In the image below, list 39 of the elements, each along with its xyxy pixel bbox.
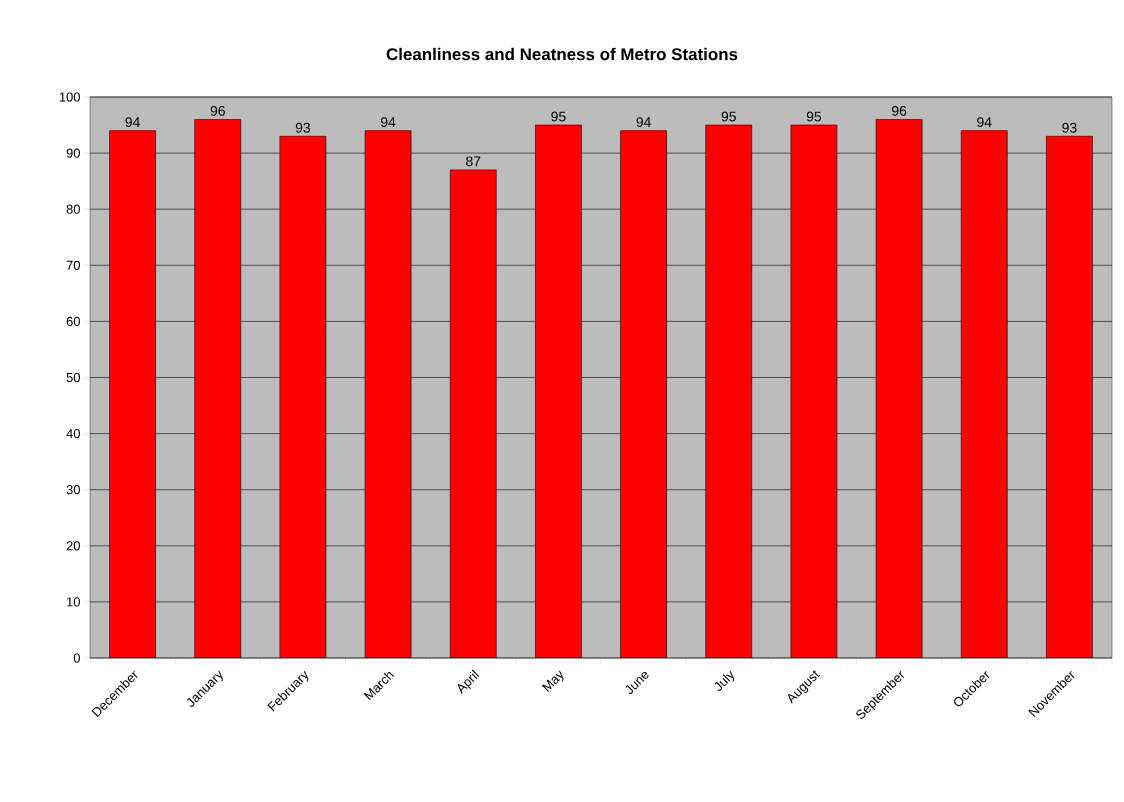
data-label: 96 xyxy=(891,105,907,116)
x-tick-label: July xyxy=(714,670,735,691)
bar xyxy=(875,119,923,658)
data-label: 93 xyxy=(295,122,311,133)
y-tick-label: 70 xyxy=(66,260,80,270)
bar xyxy=(705,124,753,658)
data-label: 95 xyxy=(721,111,736,122)
bar xyxy=(1046,135,1093,658)
data-label: 94 xyxy=(125,117,140,128)
data-label: 87 xyxy=(466,156,481,167)
y-tick-label: 50 xyxy=(66,372,80,383)
y-tick-label: 20 xyxy=(66,541,80,551)
bar xyxy=(620,130,667,658)
bar xyxy=(960,130,1008,658)
data-label: 95 xyxy=(806,111,822,122)
y-tick-label: 0 xyxy=(73,653,80,663)
y-tick-label: 40 xyxy=(66,429,80,439)
chart-title: Cleanliness and Neatness of Metro Stations xyxy=(386,47,738,61)
x-tick-label: May xyxy=(541,670,564,692)
y-tick-label: 60 xyxy=(66,316,80,326)
bar xyxy=(449,169,497,658)
bar xyxy=(109,130,156,658)
bar xyxy=(194,119,242,658)
bar xyxy=(790,124,838,658)
bar xyxy=(279,135,327,658)
y-tick-label: 30 xyxy=(66,485,80,495)
data-label: 96 xyxy=(210,105,225,116)
data-label: 94 xyxy=(380,117,396,128)
bar xyxy=(535,124,582,658)
y-tick-label: 80 xyxy=(66,204,80,214)
data-label: 93 xyxy=(1062,122,1077,133)
y-tick-label: 90 xyxy=(66,148,80,158)
y-tick-label: 10 xyxy=(67,597,80,607)
x-tick-label: June xyxy=(625,671,649,695)
y-tick-label: 100 xyxy=(59,92,80,102)
data-label: 95 xyxy=(551,111,566,122)
bar xyxy=(364,130,412,658)
data-label: 94 xyxy=(636,117,651,128)
data-label: 94 xyxy=(977,117,992,128)
